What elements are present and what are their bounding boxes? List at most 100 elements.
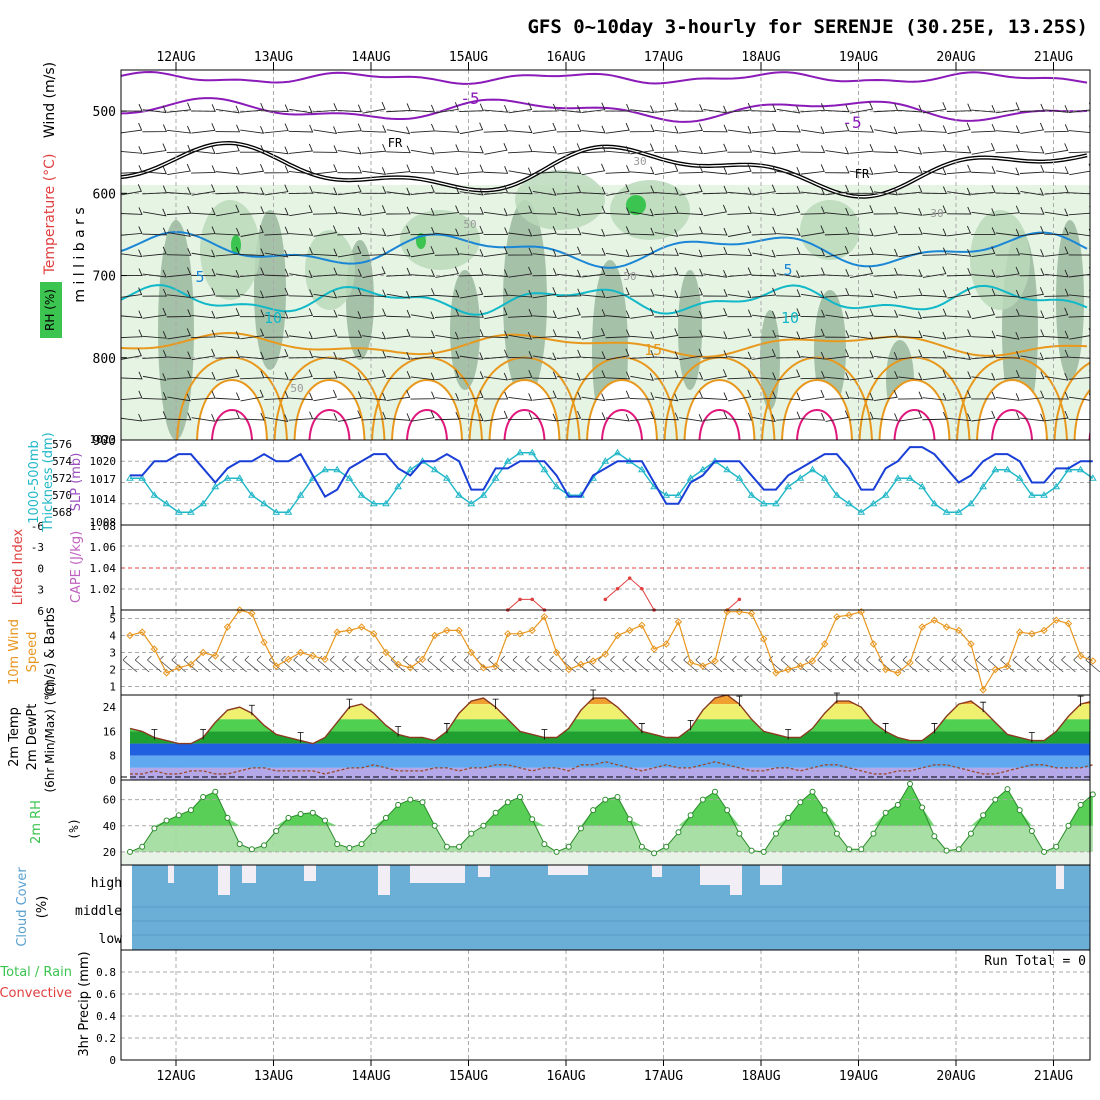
upper-wind-barb (654, 267, 679, 278)
upper-wind-barb (922, 392, 947, 401)
wind-speed-point (906, 658, 914, 667)
upper-wind-barb (605, 390, 630, 401)
upper-wind-barb (166, 412, 192, 421)
upper-wind-barb (1044, 269, 1069, 278)
upper-wind-barb (996, 167, 1020, 176)
upper-wind-barb (996, 331, 1020, 340)
wind-speed-point (650, 645, 658, 653)
upper-wind-barb (142, 185, 167, 195)
thickness-point (187, 508, 195, 515)
temp-minmax-bar (931, 723, 938, 734)
upper-wind-barb (873, 309, 899, 318)
upper-wind-barb (727, 351, 752, 360)
upper-wind-barb (288, 247, 314, 257)
thickness-point (662, 491, 671, 498)
thickness-point (698, 465, 707, 473)
wind-speed-point (638, 621, 646, 630)
upper-wind-barb (897, 391, 923, 400)
upper-wind-barb (898, 372, 923, 381)
upper-wind-barb (508, 351, 533, 359)
temp-band (130, 767, 1090, 780)
surface-wind-barb (841, 655, 857, 673)
upper-wind-barb (532, 249, 557, 257)
upper-wind-barb (678, 287, 703, 298)
upper-wind-barb (121, 207, 143, 215)
upper-wind-barb (313, 187, 338, 196)
upper-wind-barb (410, 227, 436, 236)
upper-wind-barb (776, 247, 801, 257)
cape-tick-label: 1.04 (90, 562, 117, 575)
upper-wind-barb (678, 226, 704, 236)
upper-wind-barb (1019, 371, 1045, 380)
rh-mid-blob (800, 200, 860, 260)
upper-wind-barb (1044, 330, 1069, 339)
surface-wind-barb (171, 655, 187, 673)
upper-wind-barb (630, 411, 655, 422)
rh-point (785, 814, 792, 821)
temp-minmax-bar (638, 723, 645, 734)
upper-wind-barb (678, 329, 704, 338)
upper-wind-barb (1044, 246, 1069, 257)
rh-point (833, 830, 840, 837)
upper-wind-barb (361, 289, 387, 298)
rh-point (870, 830, 877, 837)
rh-point (139, 843, 146, 850)
upper-wind-barb (556, 185, 582, 195)
rh-point (285, 814, 292, 821)
surface-wind-barb (354, 655, 369, 673)
rh-point (297, 811, 304, 817)
upper-wind-barb (167, 163, 191, 175)
upper-wind-barb (654, 163, 679, 175)
upper-wind-barb (191, 249, 216, 258)
upper-wind-barb (678, 268, 704, 277)
upper-wind-barb (874, 390, 898, 401)
rh-point (638, 843, 645, 850)
upper-wind-barb (240, 102, 265, 113)
upper-wind-barb (386, 225, 411, 237)
rh-point (687, 812, 694, 819)
temperature-panel: 24 16 8 0 (103, 689, 1093, 787)
upper-wind-barb (557, 208, 581, 217)
thickness-point (333, 465, 342, 473)
wind-speed-point (333, 628, 341, 636)
upper-wind-barb (727, 370, 752, 380)
upper-wind-barb (215, 392, 241, 401)
upper-wind-barb (386, 164, 411, 175)
upper-wind-barb (483, 185, 509, 195)
upper-wind-barb (605, 249, 630, 258)
upper-wind-barb (1068, 309, 1090, 318)
upper-wind-barb (142, 269, 167, 278)
upper-wind-barb (751, 372, 777, 380)
upper-wind-barb (703, 369, 727, 381)
upper-wind-barb (240, 389, 264, 402)
rh-point (797, 799, 804, 806)
thickness-point (321, 465, 329, 473)
temp-minmax-bar (395, 726, 402, 737)
upper-wind-barb (434, 144, 460, 154)
upper-wind-barb (386, 248, 411, 257)
temp-band (130, 743, 1090, 756)
thickness-point (540, 465, 549, 473)
thickness-axis-label: 1000-500mb (27, 440, 42, 524)
lifted-tick-label: -3 (31, 541, 44, 554)
wind-speed-point (955, 626, 963, 635)
rh-point (127, 848, 133, 855)
upper-wind-barb (337, 226, 363, 236)
upper-wind-barb (215, 331, 240, 339)
upper-wind-barb (361, 392, 387, 401)
thickness-line (130, 451, 1094, 514)
temp-minmax-bar (687, 719, 694, 731)
upper-wind-barb (532, 413, 557, 422)
surface-wind-barb (853, 655, 869, 673)
upper-wind-barb (873, 145, 899, 154)
upper-wind-barb (288, 143, 314, 154)
surface-wind-barb (610, 655, 625, 673)
upper-wind-barb (874, 225, 898, 237)
wind-speed-point (284, 655, 293, 664)
surface-wind-barb (293, 655, 308, 673)
rh-point (699, 796, 706, 803)
surface-wind-barb (914, 655, 930, 673)
upper-wind-barb (824, 226, 850, 236)
surface-wind-barb (403, 655, 418, 673)
upper-wind-barb (410, 123, 436, 133)
